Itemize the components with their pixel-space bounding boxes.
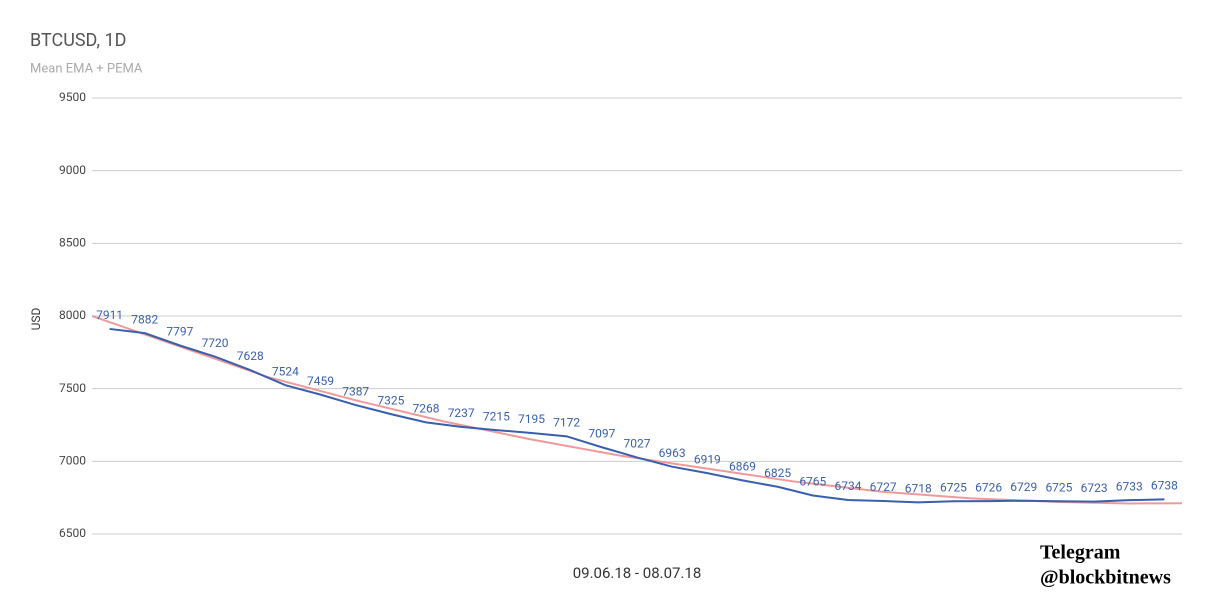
data-label: 6825: [764, 466, 791, 480]
data-label: 7195: [518, 412, 545, 426]
y-tick-label: 7500: [59, 381, 86, 395]
data-label: 6729: [1010, 480, 1037, 494]
data-label: 7797: [166, 325, 193, 339]
data-label: 7172: [553, 416, 580, 430]
series-line: [91, 315, 1183, 505]
y-tick-label: 8000: [59, 308, 86, 322]
data-label: 7882: [131, 312, 158, 326]
data-label: 7720: [202, 336, 229, 350]
x-axis-label: 09.06.18 - 08.07.18: [573, 564, 702, 582]
data-label: 6725: [1045, 480, 1072, 494]
data-label: 6726: [975, 480, 1002, 494]
data-label: 7268: [413, 402, 440, 416]
data-label: 7524: [272, 364, 299, 378]
data-label: 6733: [1116, 479, 1143, 493]
y-tick-label: 6500: [59, 526, 86, 540]
data-label: 6723: [1081, 481, 1108, 495]
data-label: 6725: [940, 480, 967, 494]
series-line: [109, 327, 1165, 504]
watermark: Telegram: [1040, 542, 1121, 564]
y-tick-label: 8500: [59, 236, 86, 250]
data-label: 7215: [483, 409, 510, 423]
data-label: 7387: [342, 384, 369, 398]
y-tick-label: 7000: [59, 454, 86, 468]
data-label: 7325: [377, 393, 404, 407]
chart-title: BTCUSD, 1D: [30, 30, 126, 51]
data-label: 6919: [694, 452, 721, 466]
data-label: 6869: [729, 460, 756, 474]
data-label: 6738: [1151, 479, 1178, 493]
watermark: @blockbitnews: [1040, 567, 1171, 589]
y-tick-label: 9000: [59, 163, 86, 177]
y-tick-label: 9500: [59, 90, 86, 104]
data-label: 6963: [659, 446, 686, 460]
data-label: 7027: [624, 437, 651, 451]
chart-subtitle: Mean EMA + PEMA: [30, 61, 143, 76]
data-label: 6727: [870, 480, 897, 494]
data-label: 7097: [588, 426, 615, 440]
data-label: 7237: [448, 406, 475, 420]
data-label: 6734: [834, 479, 861, 493]
data-label: 7459: [307, 374, 334, 388]
data-label: 7628: [237, 349, 264, 363]
data-label: 6718: [905, 481, 932, 495]
data-label: 6765: [799, 475, 826, 489]
data-label: 7911: [96, 308, 123, 322]
y-axis-label: USD: [29, 307, 43, 330]
